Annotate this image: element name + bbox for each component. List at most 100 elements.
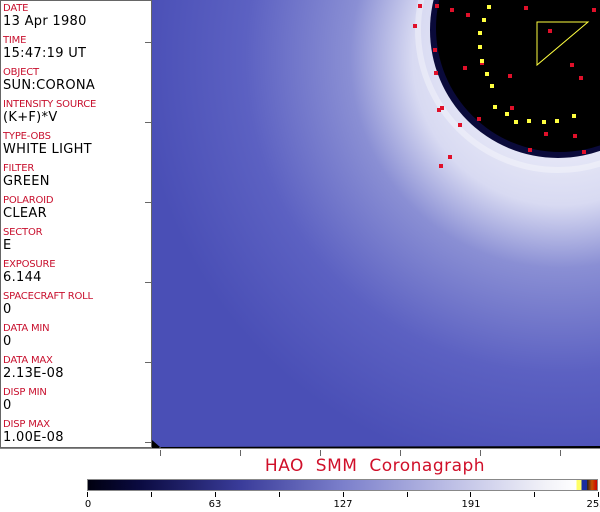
colorbar-tick (470, 492, 472, 497)
grid-marker (440, 106, 444, 110)
coronagraph-image[interactable] (152, 0, 600, 448)
grid-marker (477, 117, 481, 121)
field-value: GREEN (3, 174, 50, 189)
field-value: E (3, 238, 12, 253)
colorbar (87, 479, 598, 491)
grid-marker (434, 71, 438, 75)
y-axis-tick (145, 282, 151, 283)
grid-marker (490, 84, 494, 88)
grid-marker (458, 123, 462, 127)
field-value: CLEAR (3, 206, 47, 221)
field-value: 15:47:19 UT (3, 46, 87, 61)
field-exposure: EXPOSURE 6.144 (1, 257, 151, 289)
field-polaroid: POLAROID CLEAR (1, 193, 151, 225)
colorbar-tick-label: 0 (84, 499, 92, 510)
field-type-obs: TYPE-OBS WHITE LIGHT (1, 129, 151, 161)
field-sector: SECTOR E (1, 225, 151, 257)
grid-marker (582, 150, 586, 154)
grid-marker (527, 119, 531, 123)
grid-marker (592, 8, 596, 12)
grid-marker (573, 134, 577, 138)
y-axis-tick (145, 122, 151, 123)
field-time: TIME 15:47:19 UT (1, 33, 151, 65)
field-data-min: DATA MIN 0 (1, 321, 151, 353)
grid-marker (448, 155, 452, 159)
field-label: DATA MAX (3, 355, 53, 366)
y-axis-tick (145, 362, 151, 363)
grid-marker (478, 45, 482, 49)
field-value: 0 (3, 302, 12, 317)
grid-marker (572, 114, 576, 118)
y-axis-tick (145, 442, 151, 443)
grid-marker (439, 164, 443, 168)
field-label: POLAROID (3, 195, 54, 206)
x-axis-tick (240, 450, 241, 456)
x-axis-tick (400, 450, 401, 456)
field-disp-min: DISP MIN 0 (1, 385, 151, 417)
colorbar-tick (342, 492, 344, 497)
field-value: 13 Apr 1980 (3, 14, 87, 29)
grid-marker (437, 108, 441, 112)
grid-marker (524, 6, 528, 10)
colorbar-tick-label: 191 (461, 499, 481, 510)
field-intensity-source: INTENSITY SOURCE (K+F)*V (1, 97, 151, 129)
field-label: EXPOSURE (3, 259, 56, 270)
x-axis-tick (480, 450, 481, 456)
grid-marker (493, 105, 497, 109)
grid-marker (478, 31, 482, 35)
grid-marker (528, 148, 532, 152)
x-axis-tick (320, 450, 321, 456)
field-filter: FILTER GREEN (1, 161, 151, 193)
field-label: TYPE-OBS (3, 131, 51, 142)
colorbar-tick (214, 492, 216, 497)
grid-marker (450, 8, 454, 12)
field-label: DISP MAX (3, 419, 50, 430)
field-label: SECTOR (3, 227, 43, 238)
grid-marker (508, 74, 512, 78)
grid-marker (433, 48, 437, 52)
field-value: SUN:CORONA (3, 78, 96, 93)
field-value: 0 (3, 334, 12, 349)
grid-marker (514, 120, 518, 124)
roi-outline[interactable] (536, 21, 590, 67)
field-spacecraft-roll: SPACECRAFT ROLL 0 (1, 289, 151, 321)
colorbar-tick (87, 492, 88, 497)
grid-marker (435, 4, 439, 8)
grid-marker (482, 18, 486, 22)
field-object: OBJECT SUN:CORONA (1, 65, 151, 97)
plot-title: HAO SMM Coronagraph (264, 456, 486, 476)
field-data-max: DATA MAX 2.13E-08 (1, 353, 151, 385)
field-value: 2.13E-08 (3, 366, 64, 381)
y-axis-tick (145, 42, 151, 43)
x-axis-tick (160, 450, 161, 456)
field-value: 6.144 (3, 270, 42, 285)
field-label: DISP MIN (3, 387, 47, 398)
grid-marker (480, 59, 484, 63)
colorbar-tick (406, 492, 408, 497)
y-axis-tick (145, 202, 151, 203)
grid-marker (463, 66, 467, 70)
field-label: DATE (3, 3, 29, 14)
colorbar-tick-label: 63 (208, 499, 222, 510)
grid-marker (548, 29, 552, 33)
grid-marker (510, 106, 514, 110)
grid-marker (555, 119, 559, 123)
field-label: FILTER (3, 163, 35, 174)
grid-marker (487, 5, 491, 9)
field-label: INTENSITY SOURCE (3, 99, 97, 110)
grid-marker (418, 4, 422, 8)
header-info-panel: DATE 13 Apr 1980 TIME 15:47:19 UT OBJECT SUN:… (0, 0, 152, 448)
grid-marker (542, 120, 546, 124)
x-axis-tick (560, 450, 561, 456)
grid-marker (485, 72, 489, 76)
field-label: DATA MIN (3, 323, 50, 334)
field-label: SPACECRAFT ROLL (3, 291, 93, 302)
grid-marker (413, 24, 417, 28)
colorbar-tick-label: 255 (586, 499, 600, 510)
colorbar-tick (150, 492, 152, 497)
field-value: 0 (3, 398, 12, 413)
field-value: (K+F)*V (3, 110, 58, 125)
field-value: 1.00E-08 (3, 430, 64, 445)
grid-marker (570, 63, 574, 67)
field-value: WHITE LIGHT (3, 142, 92, 157)
